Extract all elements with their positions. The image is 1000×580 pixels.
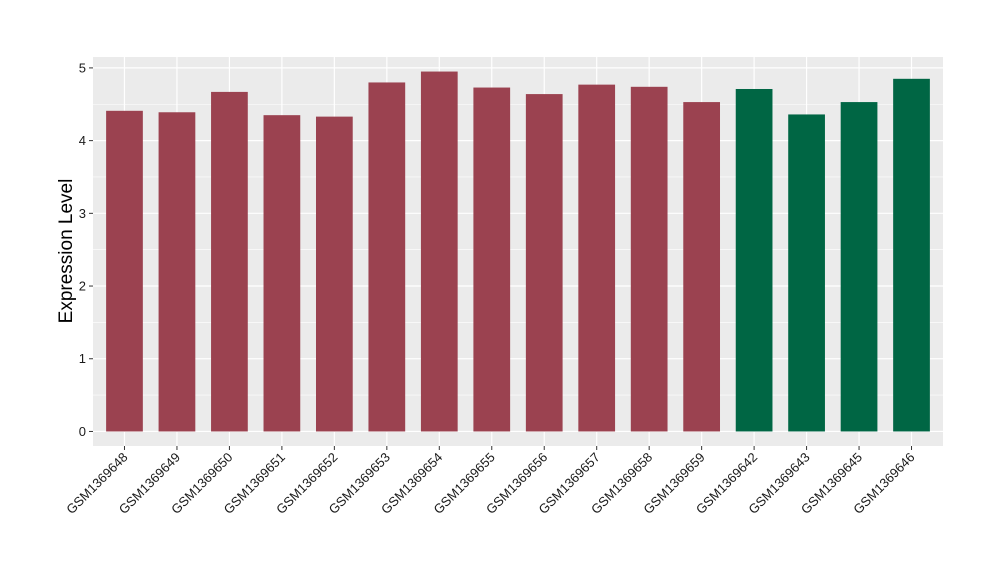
bar-GSM1369652 bbox=[315, 116, 353, 432]
y-axis: 0 1 2 3 4 5 bbox=[79, 60, 93, 439]
bar-GSM1369645 bbox=[840, 102, 878, 432]
y-tick-label: 4 bbox=[79, 133, 86, 148]
bar-GSM1369643 bbox=[788, 114, 825, 432]
bar-GSM1369651 bbox=[263, 115, 301, 432]
bars bbox=[106, 71, 930, 432]
y-tick-label: 0 bbox=[79, 424, 86, 439]
y-tick-label: 5 bbox=[79, 60, 86, 75]
bar-GSM1369642 bbox=[735, 88, 773, 432]
bar-GSM1369649 bbox=[158, 112, 196, 432]
bar-GSM1369654 bbox=[420, 71, 458, 432]
y-tick-label: 1 bbox=[79, 351, 86, 366]
bar-GSM1369659 bbox=[683, 102, 721, 432]
y-axis-title: Expression Level bbox=[56, 179, 77, 324]
y-tick-label: 2 bbox=[79, 279, 86, 294]
bar-GSM1369657 bbox=[578, 84, 616, 432]
bar-GSM1369648 bbox=[106, 110, 143, 432]
bar-GSM1369655 bbox=[473, 87, 511, 432]
y-tick-label: 3 bbox=[79, 206, 86, 221]
bar-GSM1369646 bbox=[893, 78, 930, 432]
bar-GSM1369650 bbox=[211, 91, 248, 432]
x-axis: GSM1369648GSM1369649GSM1369650GSM1369651… bbox=[63, 446, 918, 517]
bar-GSM1369653 bbox=[368, 82, 406, 432]
bar-GSM1369658 bbox=[630, 86, 668, 432]
bar-GSM1369656 bbox=[525, 94, 563, 432]
